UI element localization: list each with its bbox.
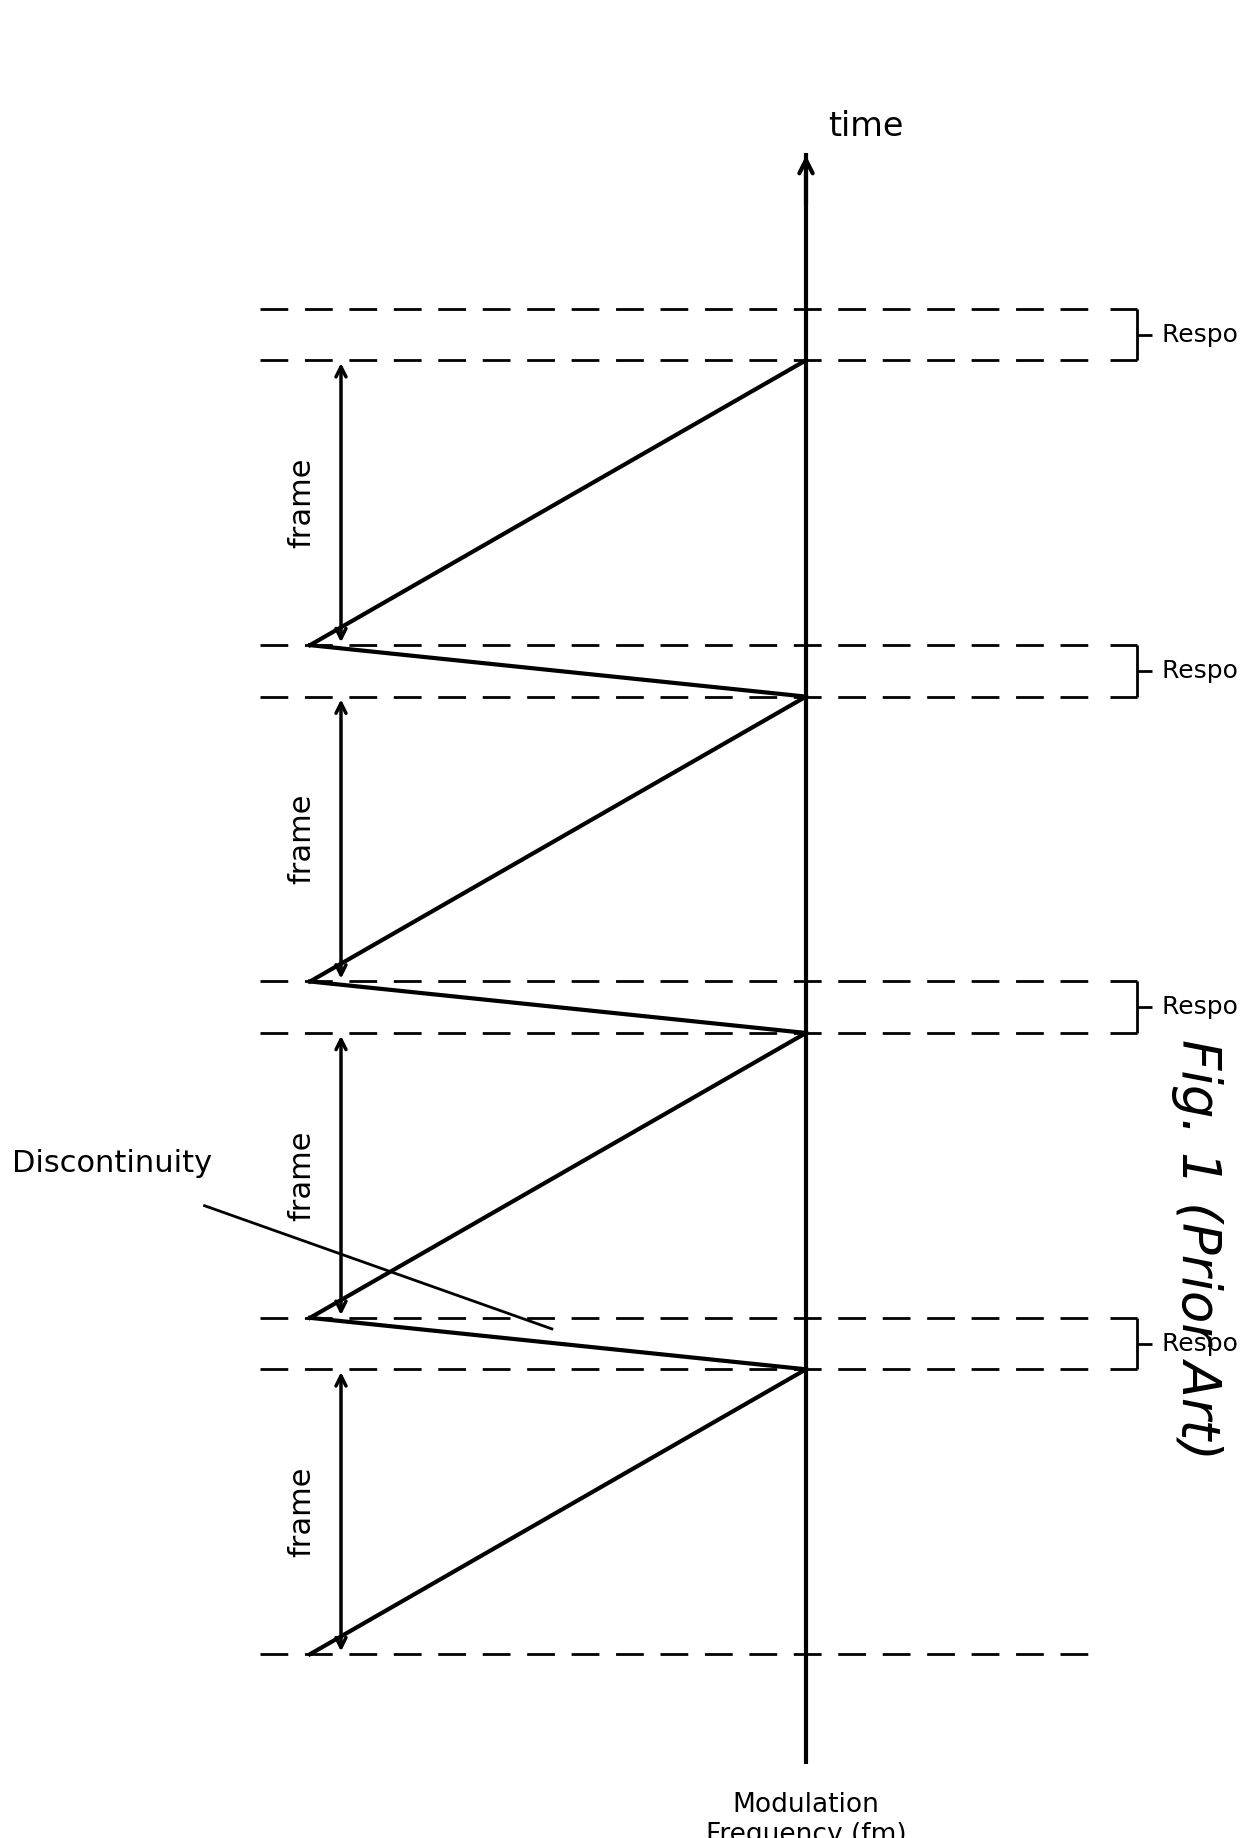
Text: Modulation
Frequency (fm): Modulation Frequency (fm): [706, 1792, 906, 1838]
Text: Response time: Response time: [1162, 658, 1240, 684]
Text: frame: frame: [286, 1130, 316, 1220]
Text: frame: frame: [286, 1467, 316, 1557]
Text: Fig. 1 (Prior Art): Fig. 1 (Prior Art): [1171, 1040, 1223, 1459]
Text: Discontinuity: Discontinuity: [12, 1149, 212, 1178]
Text: Response time: Response time: [1162, 994, 1240, 1020]
Text: Response time: Response time: [1162, 1331, 1240, 1356]
Text: frame: frame: [286, 794, 316, 884]
Text: Response time: Response time: [1162, 322, 1240, 347]
Text: frame: frame: [286, 458, 316, 548]
Text: time: time: [828, 110, 904, 143]
